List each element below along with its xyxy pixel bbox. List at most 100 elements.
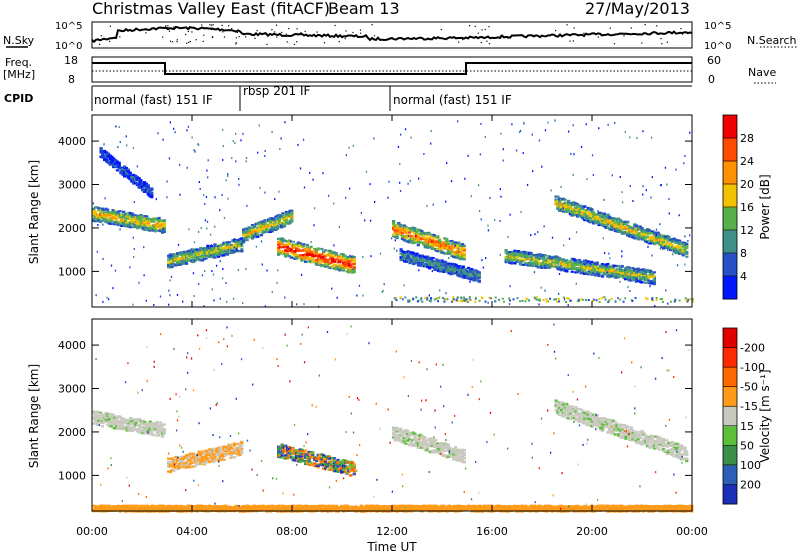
power-cell (109, 218, 113, 221)
power-cell (313, 207, 316, 210)
power-cell (401, 255, 405, 259)
power-cell (152, 225, 156, 228)
power-cell (603, 251, 606, 254)
search-noise-dot (165, 25, 167, 27)
power-cell (410, 256, 414, 259)
power-cell (234, 241, 239, 245)
power-cell (119, 167, 123, 170)
power-cell (645, 232, 650, 235)
power-cell (150, 192, 154, 195)
power-cell (608, 275, 612, 279)
power-cell (508, 253, 512, 257)
power-cell (583, 269, 587, 272)
power-cell (120, 214, 124, 217)
power-cell (629, 273, 633, 277)
power-cell (524, 252, 528, 255)
power-cell (631, 267, 635, 270)
power-cell (642, 235, 646, 238)
power-cell (607, 300, 610, 303)
power-cell (565, 270, 569, 273)
power-cell (584, 261, 586, 264)
power-cell (586, 214, 590, 217)
power-cell (129, 266, 131, 269)
power-cell (293, 257, 297, 260)
power-cell (137, 179, 141, 182)
power-cell (245, 232, 249, 235)
power-cell (300, 273, 303, 276)
power-cell (502, 159, 504, 162)
power-cell (575, 271, 580, 274)
power-cell (595, 213, 599, 216)
power-cell (661, 235, 666, 238)
power-cell (574, 263, 578, 266)
power-cell (108, 155, 112, 158)
power-cell (434, 248, 438, 251)
power-cell (579, 211, 583, 214)
power-cell (137, 217, 142, 220)
power-cell (401, 254, 405, 257)
power-cell (193, 241, 196, 244)
power-cell (113, 163, 118, 166)
power-cell (104, 158, 109, 161)
power-cell (141, 185, 145, 188)
power-cell (550, 189, 552, 192)
power-cell (538, 298, 541, 301)
power-cell (500, 195, 502, 198)
power-cell (162, 230, 166, 233)
power-cell (636, 228, 641, 231)
power-cell (422, 260, 426, 263)
y-tick-label: 2000 (58, 222, 86, 235)
power-cell (138, 281, 140, 284)
power-cell (192, 272, 195, 275)
power-cell (604, 223, 608, 226)
power-cell (181, 256, 185, 259)
power-cell (522, 250, 526, 254)
power-cell (197, 256, 201, 259)
power-cell (599, 264, 603, 267)
power-cell (112, 287, 114, 290)
power-cell (467, 277, 471, 280)
power-cell (341, 263, 346, 266)
power-cell (543, 265, 547, 268)
power-cell (350, 259, 355, 262)
search-noise-dot (271, 29, 273, 31)
power-cell (304, 253, 308, 256)
search-noise-dot (184, 26, 186, 28)
velocity-cell (136, 429, 140, 432)
power-cell (667, 246, 671, 250)
search-noise-dot (477, 32, 479, 34)
power-cell (590, 208, 594, 211)
power-cell (581, 212, 585, 216)
power-cell (468, 299, 471, 302)
power-cell (141, 221, 145, 225)
power-cell (629, 136, 631, 139)
power-cell (457, 250, 461, 254)
power-cell (522, 252, 526, 255)
power-cell (300, 245, 304, 248)
sky-left-tick-bottom: 10^0 (55, 41, 82, 52)
power-cell (314, 248, 319, 251)
power-cell (304, 260, 308, 263)
power-panel-frame (92, 115, 692, 307)
power-cell (379, 252, 382, 255)
power-cell (636, 232, 641, 235)
search-noise-dot (583, 32, 585, 34)
power-cell (487, 301, 489, 304)
power-cell (347, 262, 351, 265)
power-cell (193, 295, 195, 298)
power-cell (507, 236, 509, 239)
power-cell (148, 218, 152, 221)
power-cell (575, 206, 580, 209)
power-cell (439, 251, 443, 254)
power-cell (620, 268, 624, 272)
power-cell (568, 265, 572, 269)
power-cell (647, 280, 651, 284)
power-cell (676, 264, 679, 267)
power-cell (577, 209, 581, 213)
power-cell (613, 226, 617, 229)
power-cell (345, 257, 349, 260)
power-cell (213, 243, 217, 246)
power-cell (547, 261, 551, 264)
power-cell (459, 267, 464, 270)
power-cell (404, 251, 409, 254)
